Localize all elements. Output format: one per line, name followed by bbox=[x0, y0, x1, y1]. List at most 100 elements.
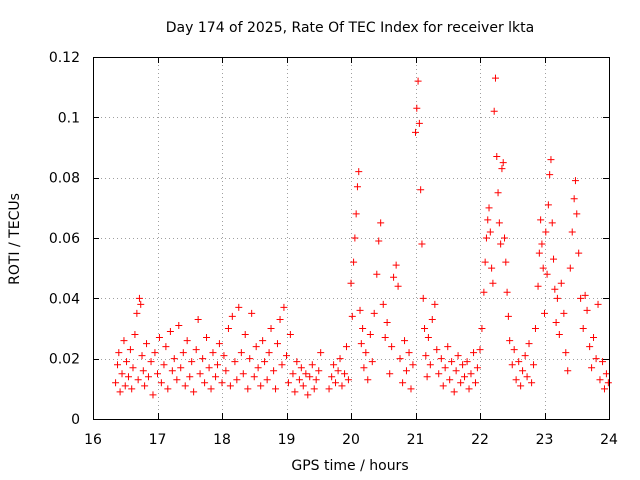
data-point bbox=[531, 325, 539, 332]
data-point bbox=[504, 312, 512, 320]
data-point bbox=[439, 382, 447, 390]
data-point bbox=[415, 119, 423, 127]
data-point bbox=[218, 379, 226, 387]
data-point bbox=[235, 303, 243, 311]
y-tick-label: 0.06 bbox=[49, 231, 80, 247]
data-point bbox=[220, 352, 228, 360]
data-point bbox=[203, 334, 211, 342]
data-point bbox=[160, 361, 168, 369]
data-point bbox=[177, 364, 185, 372]
data-point bbox=[573, 210, 581, 218]
data-point bbox=[112, 379, 120, 387]
data-point bbox=[512, 376, 520, 384]
data-point bbox=[433, 346, 441, 354]
data-point bbox=[562, 349, 570, 357]
data-point bbox=[498, 165, 506, 173]
data-point bbox=[534, 282, 542, 290]
data-point bbox=[499, 159, 507, 167]
data-point bbox=[461, 373, 469, 381]
data-point bbox=[241, 331, 249, 339]
data-point bbox=[164, 385, 172, 393]
data-point bbox=[293, 358, 301, 366]
data-point bbox=[128, 385, 136, 393]
y-tick-label: 0.02 bbox=[49, 352, 80, 368]
data-point bbox=[144, 373, 152, 381]
data-point bbox=[328, 373, 336, 381]
data-point bbox=[357, 340, 365, 348]
data-point bbox=[222, 367, 230, 375]
data-point bbox=[497, 240, 505, 248]
data-point bbox=[181, 382, 189, 390]
y-tick-label: 0 bbox=[71, 412, 80, 428]
data-point bbox=[129, 364, 137, 372]
data-point bbox=[114, 361, 122, 369]
data-point bbox=[252, 343, 260, 351]
data-point bbox=[350, 258, 358, 266]
data-point bbox=[259, 337, 267, 345]
data-point bbox=[297, 364, 305, 372]
y-tick-label: 0.08 bbox=[49, 171, 80, 187]
data-point bbox=[344, 376, 352, 384]
data-point bbox=[141, 382, 149, 390]
x-axis-label: GPS time / hours bbox=[291, 458, 408, 474]
data-point bbox=[304, 391, 312, 399]
data-point bbox=[155, 334, 163, 342]
data-point bbox=[315, 367, 323, 375]
data-point bbox=[231, 358, 239, 366]
data-point bbox=[407, 385, 415, 393]
data-point bbox=[491, 74, 499, 82]
data-point bbox=[473, 364, 481, 372]
data-point bbox=[362, 349, 370, 357]
data-point bbox=[542, 228, 550, 236]
data-point bbox=[503, 288, 511, 296]
data-point bbox=[215, 340, 223, 348]
data-point bbox=[537, 216, 545, 224]
data-point bbox=[196, 370, 204, 378]
data-point bbox=[383, 318, 391, 326]
data-point bbox=[401, 337, 409, 345]
data-point bbox=[381, 334, 389, 342]
data-point bbox=[199, 355, 207, 363]
data-point bbox=[560, 309, 568, 317]
data-point bbox=[370, 309, 378, 317]
data-point bbox=[454, 352, 462, 360]
data-point bbox=[310, 385, 318, 393]
data-point bbox=[566, 264, 574, 272]
data-point bbox=[541, 309, 548, 317]
data-point bbox=[170, 355, 178, 363]
data-point bbox=[368, 358, 376, 366]
data-point bbox=[519, 367, 527, 375]
chart-title: Day 174 of 2025, Rate Of TEC Index for r… bbox=[166, 20, 534, 36]
data-point bbox=[336, 355, 344, 363]
data-point bbox=[394, 282, 402, 290]
data-point bbox=[495, 219, 503, 227]
data-point bbox=[254, 364, 262, 372]
data-point bbox=[299, 382, 307, 390]
data-point bbox=[465, 385, 473, 393]
data-point bbox=[412, 128, 419, 136]
data-point bbox=[291, 388, 299, 396]
data-point bbox=[386, 370, 394, 378]
data-point bbox=[205, 364, 213, 372]
data-point bbox=[284, 379, 292, 387]
data-point bbox=[486, 228, 494, 236]
data-point bbox=[226, 382, 234, 390]
x-tick-label: 18 bbox=[213, 432, 231, 448]
data-point bbox=[446, 376, 454, 384]
data-point bbox=[175, 321, 183, 329]
x-tick-label: 19 bbox=[278, 432, 296, 448]
data-point bbox=[246, 355, 254, 363]
data-point bbox=[444, 343, 452, 351]
data-point bbox=[239, 370, 247, 378]
data-point bbox=[289, 370, 297, 378]
data-point bbox=[366, 331, 374, 339]
y-tick-label: 0.12 bbox=[49, 50, 80, 66]
data-point bbox=[392, 261, 400, 269]
data-point bbox=[418, 240, 426, 248]
data-point bbox=[405, 349, 413, 357]
data-point bbox=[493, 153, 501, 161]
data-point bbox=[267, 325, 275, 332]
data-point bbox=[173, 376, 181, 384]
data-point bbox=[551, 285, 559, 293]
data-point bbox=[334, 367, 342, 375]
